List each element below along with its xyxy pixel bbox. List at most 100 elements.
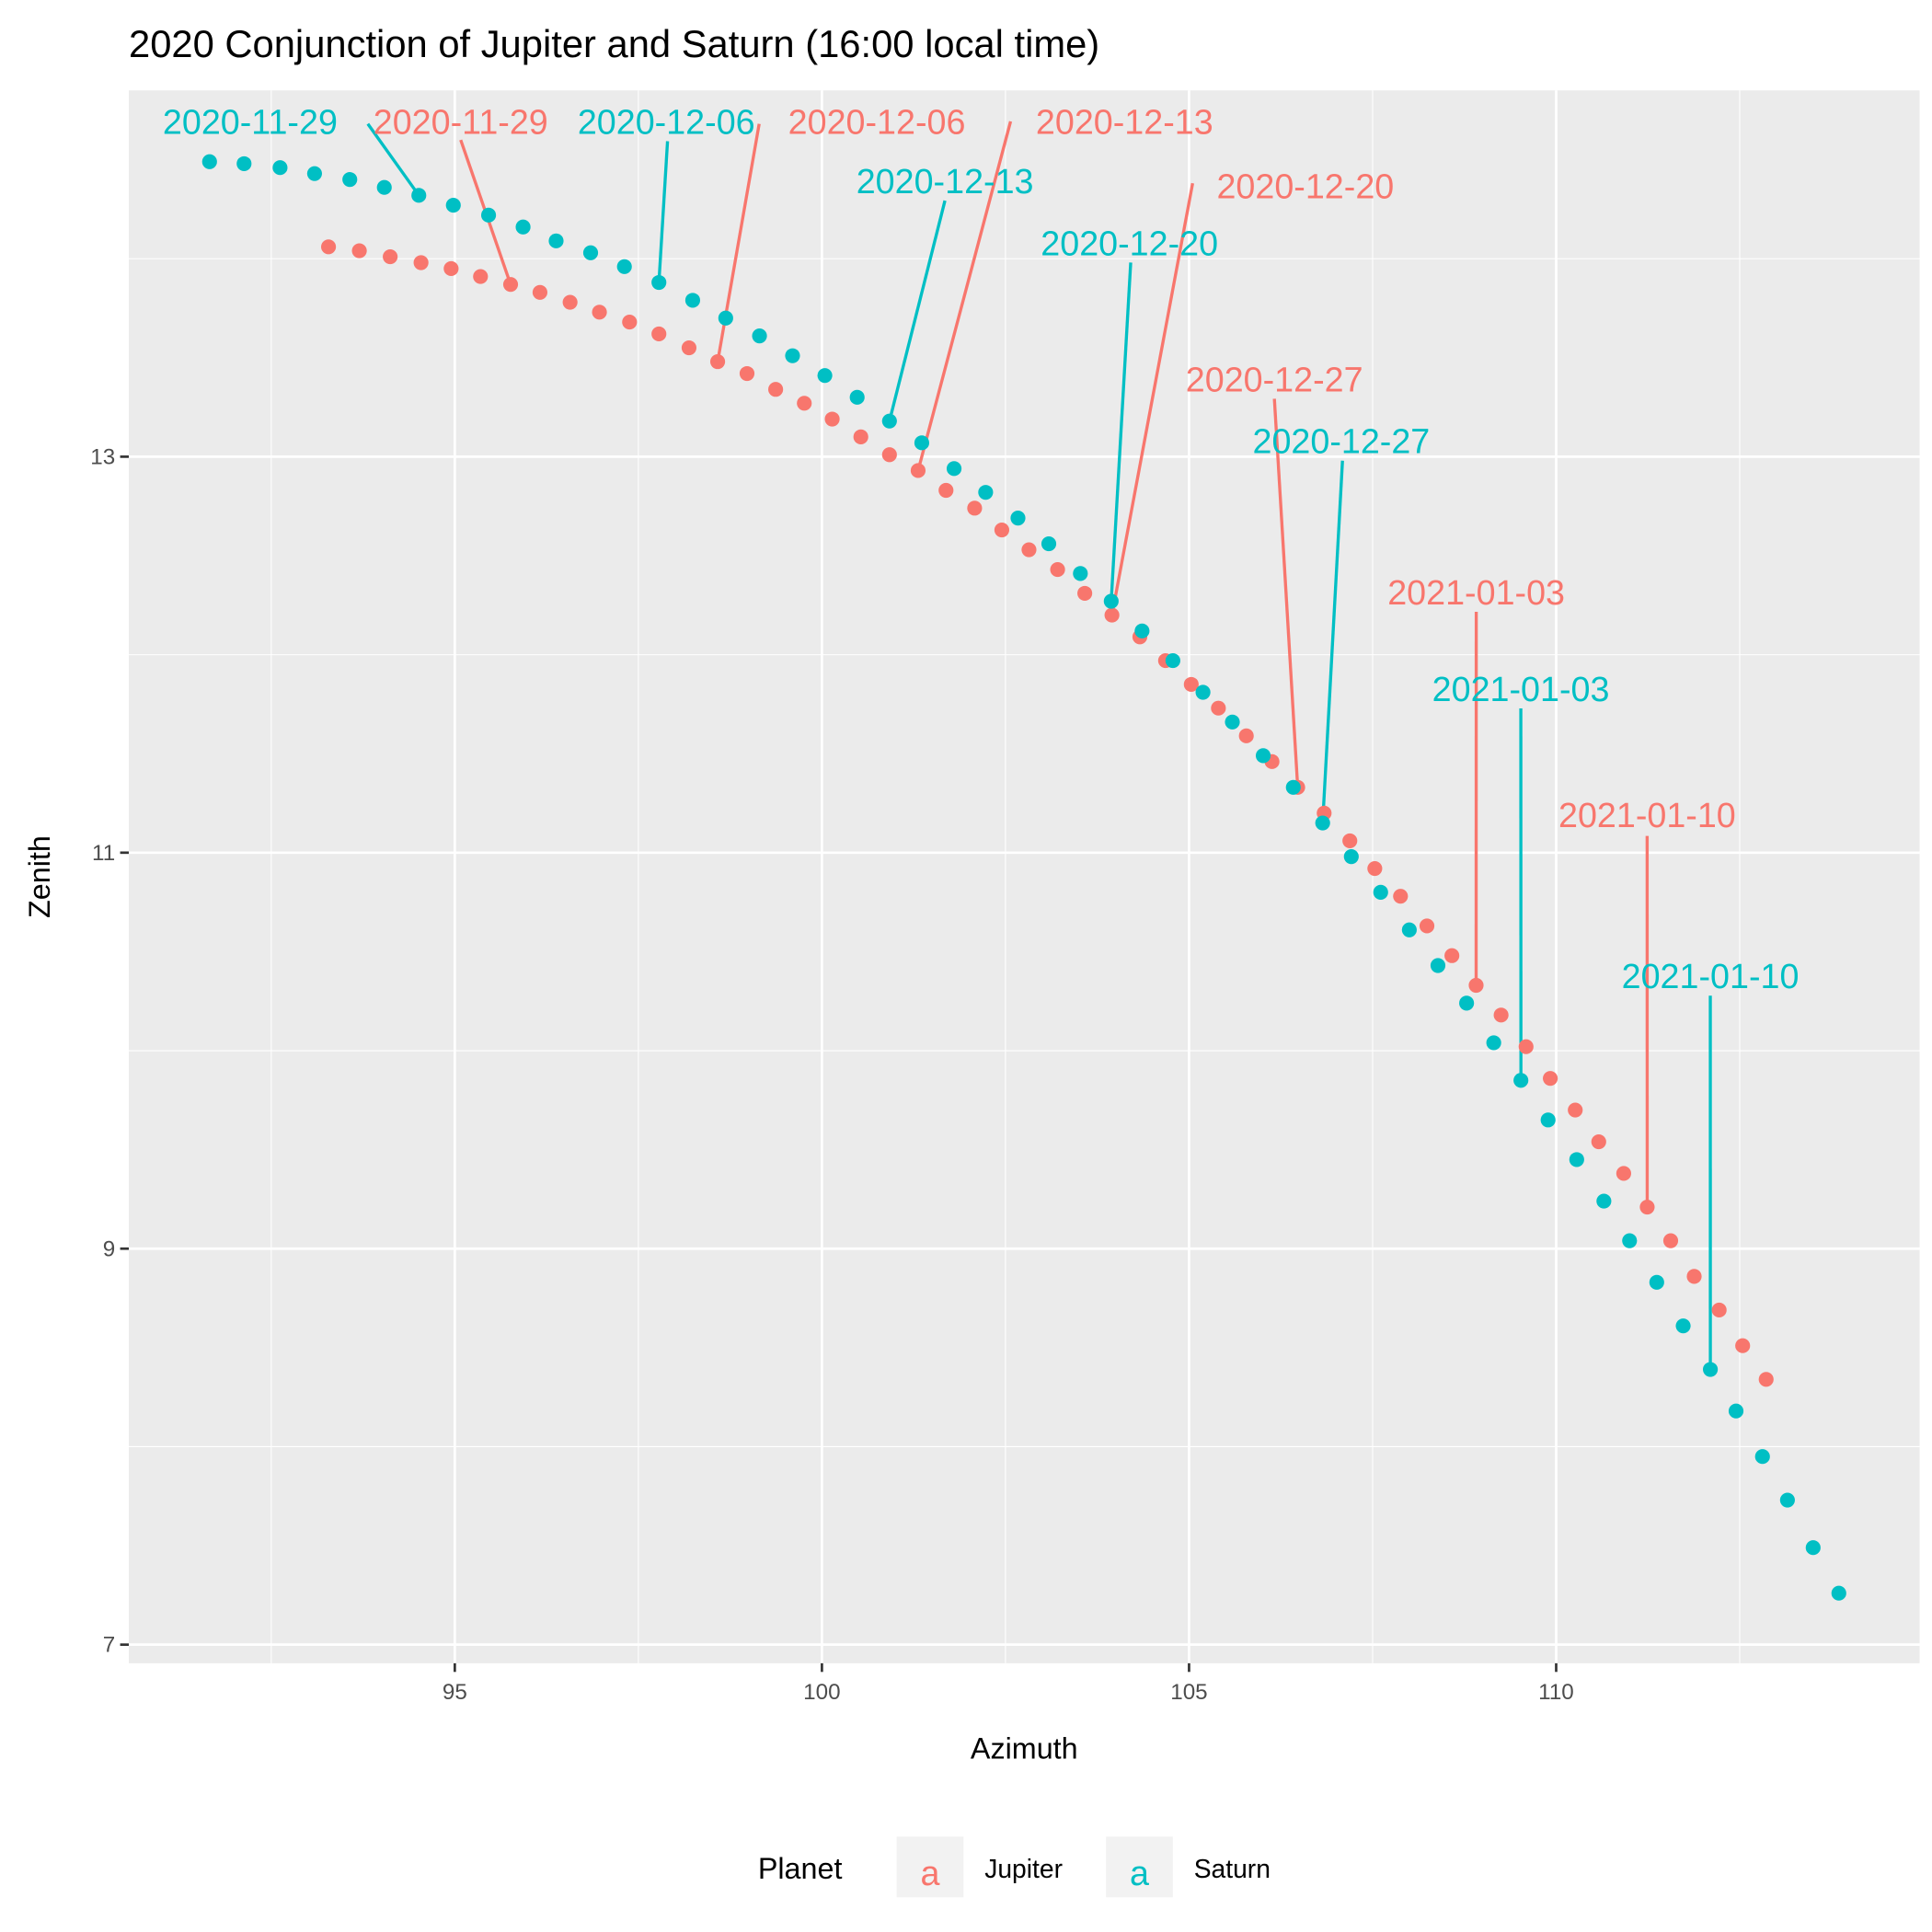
point-jupiter (413, 255, 429, 270)
point-saturn (1285, 779, 1301, 795)
point-saturn (201, 154, 217, 169)
label-segment (366, 122, 420, 197)
legend-key-saturn (1106, 1836, 1173, 1898)
point-jupiter (910, 463, 926, 478)
point-jupiter (681, 339, 697, 356)
point-jupiter (967, 500, 983, 516)
point-jupiter (321, 239, 337, 255)
legend-key-jupiter (896, 1836, 964, 1898)
point-saturn (817, 368, 833, 384)
point-jupiter (881, 447, 897, 463)
point-saturn (684, 293, 701, 308)
legend-glyph-saturn: a (1130, 1854, 1149, 1892)
point-jupiter (1493, 1007, 1509, 1023)
x-tick-label: 95 (443, 1680, 467, 1705)
point-jupiter (1591, 1133, 1606, 1150)
label-segment (916, 121, 1013, 471)
point-jupiter (1616, 1166, 1631, 1181)
point-saturn (548, 233, 564, 248)
point-saturn (881, 413, 897, 429)
point-saturn (1010, 511, 1026, 526)
label-segment (1110, 262, 1133, 602)
point-saturn (306, 166, 322, 181)
point-saturn (1430, 958, 1446, 973)
point-saturn (376, 179, 392, 195)
point-jupiter (1393, 889, 1409, 904)
point-jupiter (1639, 1199, 1655, 1215)
legend-label-saturn: Saturn (1194, 1854, 1271, 1883)
point-saturn (1041, 536, 1057, 552)
x-tick-label: 110 (1538, 1680, 1574, 1705)
date-label-jupiter: 2021-01-10 (1558, 796, 1736, 834)
date-label-jupiter: 2020-12-27 (1186, 360, 1363, 398)
y-tick-label: 11 (92, 841, 115, 866)
point-jupiter (1367, 860, 1383, 877)
point-jupiter (1104, 607, 1120, 623)
point-jupiter (383, 248, 398, 265)
date-label-saturn: 2021-01-03 (1432, 670, 1610, 708)
point-jupiter (938, 482, 954, 499)
date-labels: 2020-11-29 2020-11-29 2020-12-06 2020-12-06… (163, 102, 1799, 995)
x-tick-label: 105 (1170, 1680, 1207, 1705)
point-saturn (445, 198, 461, 213)
point-saturn (651, 274, 667, 291)
point-jupiter (1444, 948, 1460, 963)
point-saturn (236, 155, 252, 171)
y-axis-title: Zenith (23, 835, 56, 918)
legend-glyph-jupiter: a (920, 1854, 939, 1892)
plot-panel (129, 90, 1920, 1663)
label-segments (366, 121, 1712, 1370)
point-jupiter (1183, 676, 1199, 692)
point-jupiter (994, 522, 1010, 538)
point-jupiter (1419, 918, 1435, 934)
point-jupiter (1662, 1233, 1679, 1248)
point-jupiter (824, 411, 840, 427)
point-saturn (1675, 1318, 1691, 1334)
point-saturn (1569, 1152, 1584, 1167)
y-tick-label: 7 (103, 1633, 115, 1658)
label-segment (657, 141, 670, 283)
point-saturn (411, 188, 427, 203)
point-saturn (849, 389, 865, 405)
legend-title: Planet (758, 1852, 843, 1885)
point-saturn (1703, 1362, 1719, 1377)
data-points (201, 154, 1846, 1601)
point-jupiter (1468, 977, 1484, 994)
legend-label-jupiter: Jupiter (984, 1854, 1063, 1883)
point-saturn (914, 435, 930, 451)
point-jupiter (1543, 1071, 1558, 1087)
point-jupiter (622, 314, 638, 330)
point-saturn (1754, 1449, 1770, 1465)
point-saturn (1165, 652, 1180, 669)
point-saturn (272, 160, 288, 176)
point-jupiter (853, 429, 868, 444)
y-tick-label: 9 (103, 1236, 115, 1261)
point-saturn (1831, 1585, 1846, 1601)
point-saturn (1195, 684, 1211, 700)
point-saturn (1401, 922, 1417, 937)
legend: Planet a Jupiter a Saturn (758, 1836, 1271, 1898)
point-jupiter (1342, 833, 1358, 848)
point-jupiter (1758, 1372, 1774, 1387)
y-tick-label: 13 (90, 444, 115, 469)
point-saturn (1596, 1193, 1612, 1209)
point-saturn (1315, 815, 1330, 831)
point-saturn (1343, 849, 1359, 865)
point-jupiter (651, 326, 667, 342)
point-jupiter (739, 365, 755, 382)
x-tick-label: 100 (803, 1680, 840, 1705)
point-saturn (946, 461, 962, 477)
date-label-saturn: 2020-12-06 (578, 102, 755, 141)
date-label-jupiter: 2021-01-03 (1387, 573, 1565, 612)
point-jupiter (1568, 1102, 1583, 1118)
point-jupiter (1077, 585, 1093, 601)
point-jupiter (502, 277, 519, 293)
date-label-saturn: 2020-12-20 (1041, 224, 1218, 262)
point-saturn (1255, 748, 1271, 764)
point-saturn (1486, 1035, 1501, 1051)
point-saturn (616, 259, 632, 274)
date-label-saturn: 2020-12-27 (1252, 422, 1430, 461)
point-saturn (1622, 1233, 1638, 1248)
point-saturn (785, 348, 800, 363)
point-jupiter (351, 243, 367, 259)
